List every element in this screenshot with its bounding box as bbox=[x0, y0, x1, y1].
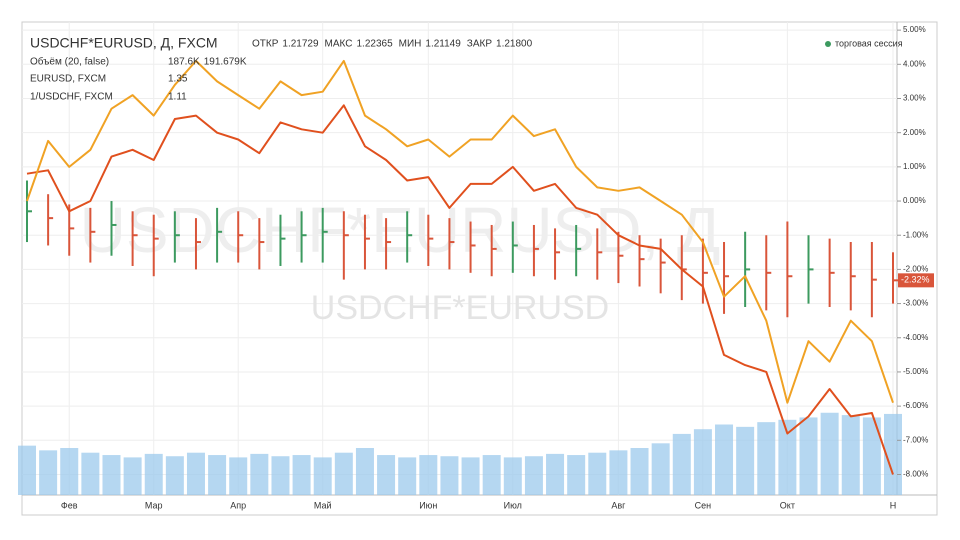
volume-bar bbox=[271, 456, 290, 495]
volume-bar bbox=[672, 433, 691, 495]
volume-bar bbox=[609, 450, 628, 495]
volume-bar bbox=[292, 455, 311, 495]
volume-bar bbox=[39, 450, 58, 495]
volume-bar bbox=[503, 457, 522, 495]
volume-bar bbox=[313, 457, 332, 495]
y-tick-label: 3.00% bbox=[903, 94, 926, 103]
ohlc-label: МИН bbox=[399, 39, 422, 50]
ohlc-value: 1.22365 bbox=[356, 39, 393, 50]
session-dot bbox=[825, 41, 831, 47]
volume-bar bbox=[820, 412, 839, 495]
ohlc-value: 1.21149 bbox=[425, 39, 461, 50]
volume-bar bbox=[567, 455, 586, 495]
volume-readout: 191.679K bbox=[204, 57, 247, 68]
x-tick-label: Май bbox=[314, 500, 332, 510]
legend-volume[interactable]: Объём (20, false) bbox=[30, 56, 109, 68]
last-price-box bbox=[898, 273, 934, 288]
volume-bar bbox=[165, 456, 184, 495]
volume-bar bbox=[799, 417, 818, 495]
y-tick-label: -4.00% bbox=[903, 333, 928, 342]
y-tick-label: 4.00% bbox=[903, 59, 926, 68]
x-tick-label: Фев bbox=[61, 500, 78, 510]
y-tick-label: -2.00% bbox=[903, 265, 928, 274]
volume-bar bbox=[588, 452, 607, 495]
series-line bbox=[26, 59, 894, 404]
ohlc-value: 1.21729 bbox=[282, 39, 319, 50]
ohlc-label: МАКС bbox=[325, 39, 353, 50]
volume-bar bbox=[81, 452, 100, 495]
volume-bar bbox=[482, 455, 501, 495]
volume-bar bbox=[757, 422, 776, 495]
volume-bar bbox=[630, 448, 649, 495]
volume-bar bbox=[693, 429, 712, 495]
volume-bar bbox=[229, 457, 248, 495]
y-tick-label: -3.00% bbox=[903, 299, 928, 308]
legend-series[interactable]: EURUSD, FXCM bbox=[30, 74, 106, 85]
volume-readout: 187.6K bbox=[168, 57, 200, 68]
last-price-label: -2.32% bbox=[901, 275, 930, 285]
x-tick-label: Апр bbox=[230, 500, 246, 510]
x-tick-label: Н bbox=[890, 500, 897, 510]
volume-bar bbox=[778, 419, 797, 495]
y-tick-label: 1.00% bbox=[903, 162, 926, 171]
watermark: USDCHF*EURUSD bbox=[311, 289, 609, 327]
session: торговая сессия bbox=[835, 38, 903, 48]
x-tick-label: Авг bbox=[611, 500, 626, 510]
y-tick-label: 5.00% bbox=[903, 25, 926, 34]
volume-bar bbox=[841, 415, 860, 495]
volume-bar bbox=[651, 443, 670, 495]
volume-bar bbox=[546, 453, 565, 495]
x-tick-label: Июл bbox=[504, 500, 522, 510]
y-tick-label: -5.00% bbox=[903, 367, 928, 376]
y-tick-label: 0.00% bbox=[903, 196, 926, 205]
y-tick-label: 2.00% bbox=[903, 128, 926, 137]
x-tick-label: Мар bbox=[145, 500, 163, 510]
volume-bar bbox=[440, 456, 459, 495]
volume-bar bbox=[715, 424, 734, 495]
volume-bar bbox=[123, 457, 142, 495]
ohlc-label: ОТКР bbox=[252, 39, 279, 50]
volume-bar bbox=[186, 452, 205, 495]
volume-bar bbox=[377, 455, 396, 495]
x-tick-label: Окт bbox=[780, 500, 795, 510]
volume-bar bbox=[102, 455, 121, 495]
volume-bar bbox=[208, 455, 227, 495]
volume-bar bbox=[355, 448, 374, 495]
x-tick-label: Сен bbox=[695, 500, 712, 510]
volume-bar bbox=[144, 453, 163, 495]
y-tick-label: -7.00% bbox=[903, 435, 928, 444]
volume-bar bbox=[419, 455, 438, 495]
volume-bar bbox=[398, 457, 417, 495]
y-tick-label: -6.00% bbox=[903, 401, 928, 410]
volume-bar bbox=[862, 417, 881, 495]
y-tick-label: -1.00% bbox=[903, 230, 928, 239]
ohlc-label: ЗАКР bbox=[467, 39, 493, 50]
volume-bar bbox=[334, 452, 353, 495]
y-tick-label: -8.00% bbox=[903, 470, 928, 479]
volume-bar bbox=[524, 456, 543, 495]
volume-bar bbox=[250, 453, 269, 495]
symbol-title[interactable]: USDCHF*EURUSD, Д, FXCM bbox=[30, 35, 218, 51]
ohlc-value: 1.21800 bbox=[496, 39, 533, 50]
volume-bar bbox=[60, 448, 79, 495]
series-last-price: 1.35 bbox=[168, 74, 188, 85]
volume-bar bbox=[736, 426, 755, 495]
series-last-price: 1.11 bbox=[168, 92, 187, 103]
legend-series[interactable]: 1/USDCHF, FXCM bbox=[30, 92, 113, 103]
series-line bbox=[26, 104, 894, 475]
x-tick-label: Июн bbox=[419, 500, 437, 510]
volume-bar bbox=[461, 457, 480, 495]
volume-bar bbox=[18, 445, 36, 495]
